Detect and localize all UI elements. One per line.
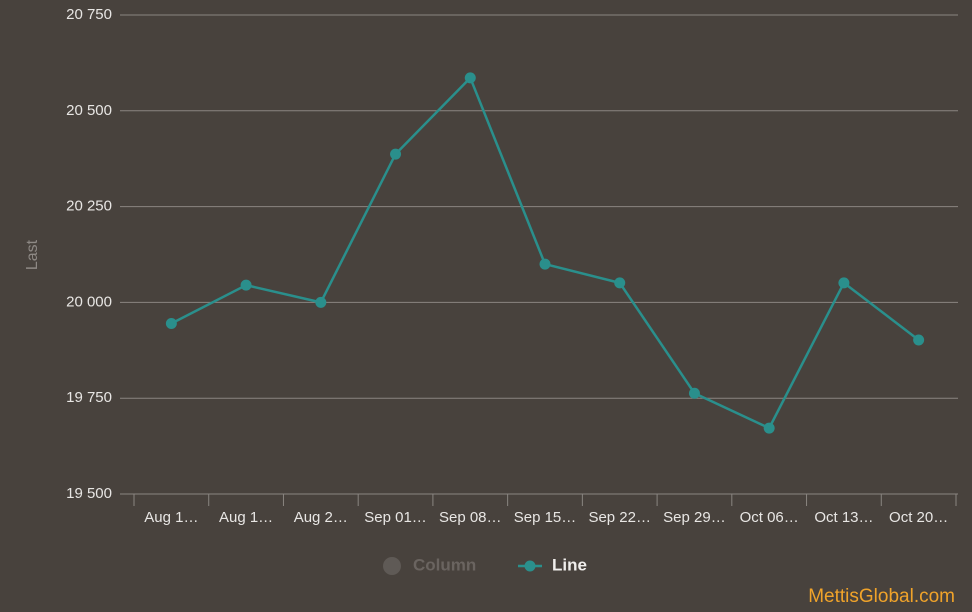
x-tick-label: Sep 22… — [588, 509, 651, 526]
y-tick-label: 20 000 — [66, 293, 112, 310]
point — [165, 317, 177, 329]
y-tick-label: 20 500 — [66, 102, 112, 119]
point — [240, 279, 252, 291]
x-tick-label: Sep 15… — [514, 509, 577, 526]
legend-symbol[interactable] — [524, 560, 536, 572]
x-tick-label: Sep 01… — [364, 509, 427, 526]
y-axis-label: Last — [24, 239, 41, 270]
y-tick-label: 20 250 — [66, 198, 112, 215]
point — [688, 387, 700, 399]
y-tick-label: 19 500 — [66, 485, 112, 502]
point — [838, 277, 850, 289]
x-tick-label: Oct 20… — [889, 509, 948, 526]
legend-label[interactable]: Column — [413, 555, 476, 574]
point — [539, 258, 551, 270]
legend-label[interactable]: Line — [552, 555, 587, 574]
x-tick-label: Oct 06… — [740, 509, 799, 526]
x-tick-label: Aug 1… — [144, 509, 198, 526]
point — [464, 72, 476, 84]
x-tick-label: Aug 1… — [219, 509, 273, 526]
x-tick-label: Oct 13… — [814, 509, 873, 526]
point — [913, 334, 925, 346]
point — [315, 296, 327, 308]
watermark: MettisGlobal.com — [808, 586, 955, 607]
legend-symbol[interactable] — [383, 557, 401, 575]
y-tick-label: 20 750 — [66, 6, 112, 23]
point — [763, 422, 775, 434]
x-tick-label: Aug 2… — [294, 509, 348, 526]
x-tick-label: Sep 29… — [663, 509, 726, 526]
y-tick-label: 19 750 — [66, 389, 112, 406]
point — [614, 277, 626, 289]
point — [390, 148, 402, 160]
x-tick-label: Sep 08… — [439, 509, 502, 526]
